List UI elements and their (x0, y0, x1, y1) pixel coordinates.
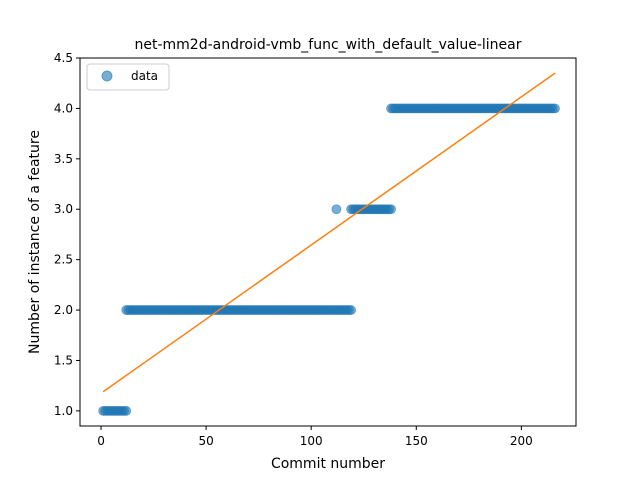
legend-label-data: data (131, 69, 158, 83)
data-point (331, 204, 342, 215)
y-tick-label: 3.0 (54, 202, 73, 216)
y-tick-label: 4.5 (54, 51, 73, 65)
x-axis-label: Commit number (271, 456, 385, 472)
axes-frame (79, 57, 577, 427)
x-axis: 0 50 100 150 200 (97, 426, 533, 448)
data-point (386, 204, 396, 215)
y-tick-label: 2.0 (54, 303, 73, 317)
legend-box (86, 63, 170, 91)
y-tick-label: 1.0 (54, 404, 73, 418)
x-tick-label: 0 (97, 434, 105, 448)
data-point (550, 103, 560, 114)
y-tick-label: 2.5 (54, 253, 73, 267)
fit-line (102, 72, 556, 393)
legend-marker (101, 70, 113, 82)
x-tick-label: 100 (300, 434, 323, 448)
y-axis: 1.0 1.5 2.0 2.5 3.0 3.5 4.0 4.5 (54, 51, 80, 418)
x-tick-label: 50 (198, 434, 213, 448)
x-tick-label: 150 (405, 434, 428, 448)
plot-area (98, 72, 560, 416)
y-tick-label: 1.5 (54, 353, 73, 367)
chart-title: net-mm2d-android-vmb_func_with_default_v… (135, 37, 522, 53)
data-point (346, 305, 357, 315)
y-tick-label: 4.0 (54, 101, 73, 115)
data-point (121, 405, 132, 416)
x-tick-label: 200 (510, 434, 533, 448)
y-axis-label: Number of instance of a feature (27, 130, 43, 354)
y-tick-label: 3.5 (54, 152, 73, 166)
legend: data (86, 63, 170, 91)
